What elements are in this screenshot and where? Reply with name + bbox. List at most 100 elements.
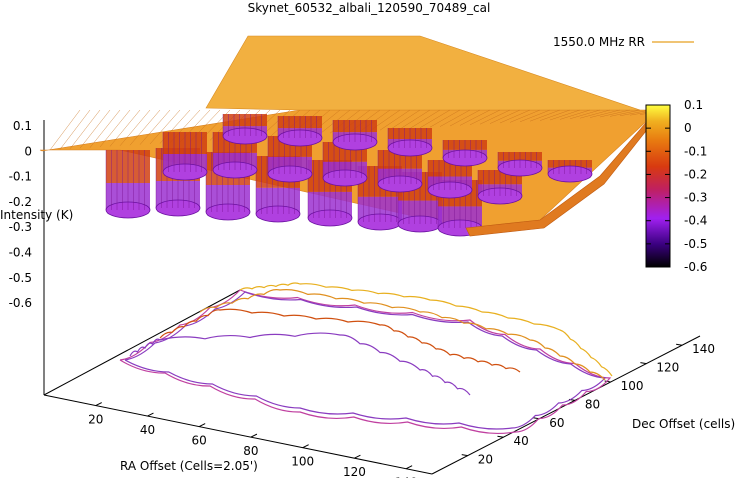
x-tick-mark (250, 433, 258, 438)
surface-mesh-line (99, 109, 131, 148)
legend: 1550.0 MHz RR (553, 35, 694, 49)
surface-mesh-line (129, 109, 161, 146)
y-tick-mark (604, 380, 611, 383)
colorbar-tick-label: -0.3 (684, 191, 707, 205)
colorbar-tick-label: -0.6 (684, 260, 707, 274)
surface-plot (39, 35, 671, 237)
y-tick-mark (461, 454, 468, 457)
surface-mesh-line (569, 109, 601, 119)
surface-mesh-line (49, 109, 81, 151)
surface-mesh-line (619, 109, 651, 116)
colorbar-tick-label: -0.4 (684, 214, 707, 228)
surface-mesh-line (559, 109, 591, 120)
surface-mesh-line (389, 109, 421, 130)
x-tick-label: 80 (243, 444, 258, 458)
surface-mesh-line (119, 109, 151, 146)
z-tick-label: -0.5 (9, 271, 32, 285)
y-axis-label: Dec Offset (cells) (632, 417, 735, 431)
z-tick-label: -0.4 (9, 246, 32, 260)
surface-mesh-line (409, 109, 441, 129)
surface-mesh-line (459, 109, 491, 126)
y-tick-label: 40 (513, 434, 528, 448)
colorbar-tick-label: 0.1 (684, 98, 703, 112)
surface-mesh-line (109, 109, 141, 147)
surface-mesh-line (439, 109, 471, 127)
contour-line (239, 282, 613, 377)
x-tick-label: 120 (343, 465, 366, 478)
z-tick-label: 0 (24, 144, 32, 158)
contour-line (159, 308, 521, 373)
y-tick-mark (497, 435, 504, 438)
surface-mesh-line (509, 109, 541, 123)
surface-mesh-line (379, 109, 411, 131)
surface-mesh-line (139, 109, 171, 145)
y-tick-mark (640, 362, 647, 365)
surface-mesh-line (539, 109, 571, 121)
surface-mesh-line (79, 109, 111, 149)
surface-mesh-line (149, 109, 181, 145)
surface-mesh-line (549, 109, 581, 121)
y-tick-label: 80 (585, 397, 600, 411)
x-tick-label: 100 (291, 455, 314, 469)
surface-mesh-line (519, 109, 551, 122)
z-tick-label: -0.1 (9, 170, 32, 184)
surface-mesh-line (469, 109, 501, 125)
contour-line (124, 291, 607, 430)
x-tick-label: 40 (140, 423, 155, 437)
surface-mesh-line (59, 109, 91, 150)
z-tick-label: -0.2 (9, 195, 32, 209)
colorbar-tick-label: -0.5 (684, 237, 707, 251)
x-tick-mark (147, 412, 154, 417)
contour-line (119, 289, 612, 435)
contour-line (129, 332, 471, 396)
y-axis-ticks: 20 40 60 80 100 120 140 (461, 342, 715, 467)
x-tick-mark (302, 444, 309, 449)
x-tick-mark (198, 423, 206, 428)
surface-mesh-line (589, 109, 621, 118)
z-axis-label: Intensity (K) (0, 208, 73, 222)
x-tick-label: 60 (192, 434, 207, 448)
colorbar-gradient (645, 104, 671, 268)
surface-mesh-line (449, 109, 481, 127)
colorbar-tick-label: -0.1 (684, 144, 707, 158)
legend-label: 1550.0 MHz RR (553, 35, 645, 49)
z-tick-label: -0.3 (9, 220, 32, 234)
x-tick-mark (354, 454, 361, 459)
surface-mesh-line (419, 109, 451, 128)
colorbar: 0.1 0 -0.1 -0.2 -0.3 -0.4 -0.5 -0.6 (645, 98, 707, 274)
y-tick-label: 140 (692, 342, 715, 356)
colorbar-ticks: 0.1 0 -0.1 -0.2 -0.3 -0.4 -0.5 -0.6 (646, 98, 707, 274)
z-tick-label: -0.6 (9, 296, 32, 310)
surface-mesh-line (529, 109, 561, 122)
surface-mesh-line (69, 109, 101, 149)
x-axis-line (43, 394, 433, 475)
surface-mesh-line (609, 109, 641, 117)
y-tick-label: 100 (621, 379, 644, 393)
y-tick-label: 20 (478, 453, 493, 467)
x-tick-label: 20 (88, 413, 103, 427)
y-tick-label: 120 (656, 361, 679, 375)
surface-mesh-line (399, 109, 431, 130)
contour-line (199, 289, 606, 381)
surface-mesh-line (89, 109, 121, 148)
colorbar-tick-label: -0.2 (684, 167, 707, 181)
surface-mesh-line (429, 109, 461, 128)
x-tick-mark (95, 402, 102, 406)
y-tick-label: 60 (549, 416, 564, 430)
chart-title: Skynet_60532_albali_120590_70489_cal (248, 1, 491, 15)
z-tick-label: 0.1 (13, 119, 32, 133)
back-x-line (43, 289, 241, 396)
y-tick-mark (676, 343, 683, 346)
surface-mesh-line (499, 109, 531, 124)
surface-mesh-line (489, 109, 521, 124)
z-axis-ticks: 0.1 0 -0.1 -0.2 -0.3 -0.4 -0.5 -0.6 (9, 119, 32, 310)
colorbar-tick-label: 0 (684, 121, 692, 135)
surface-mesh-line (479, 109, 511, 125)
contour-projection (119, 282, 613, 435)
x-tick-mark (405, 465, 413, 470)
surface-mesh-line (599, 109, 631, 118)
surface-back-wall (205, 35, 641, 111)
